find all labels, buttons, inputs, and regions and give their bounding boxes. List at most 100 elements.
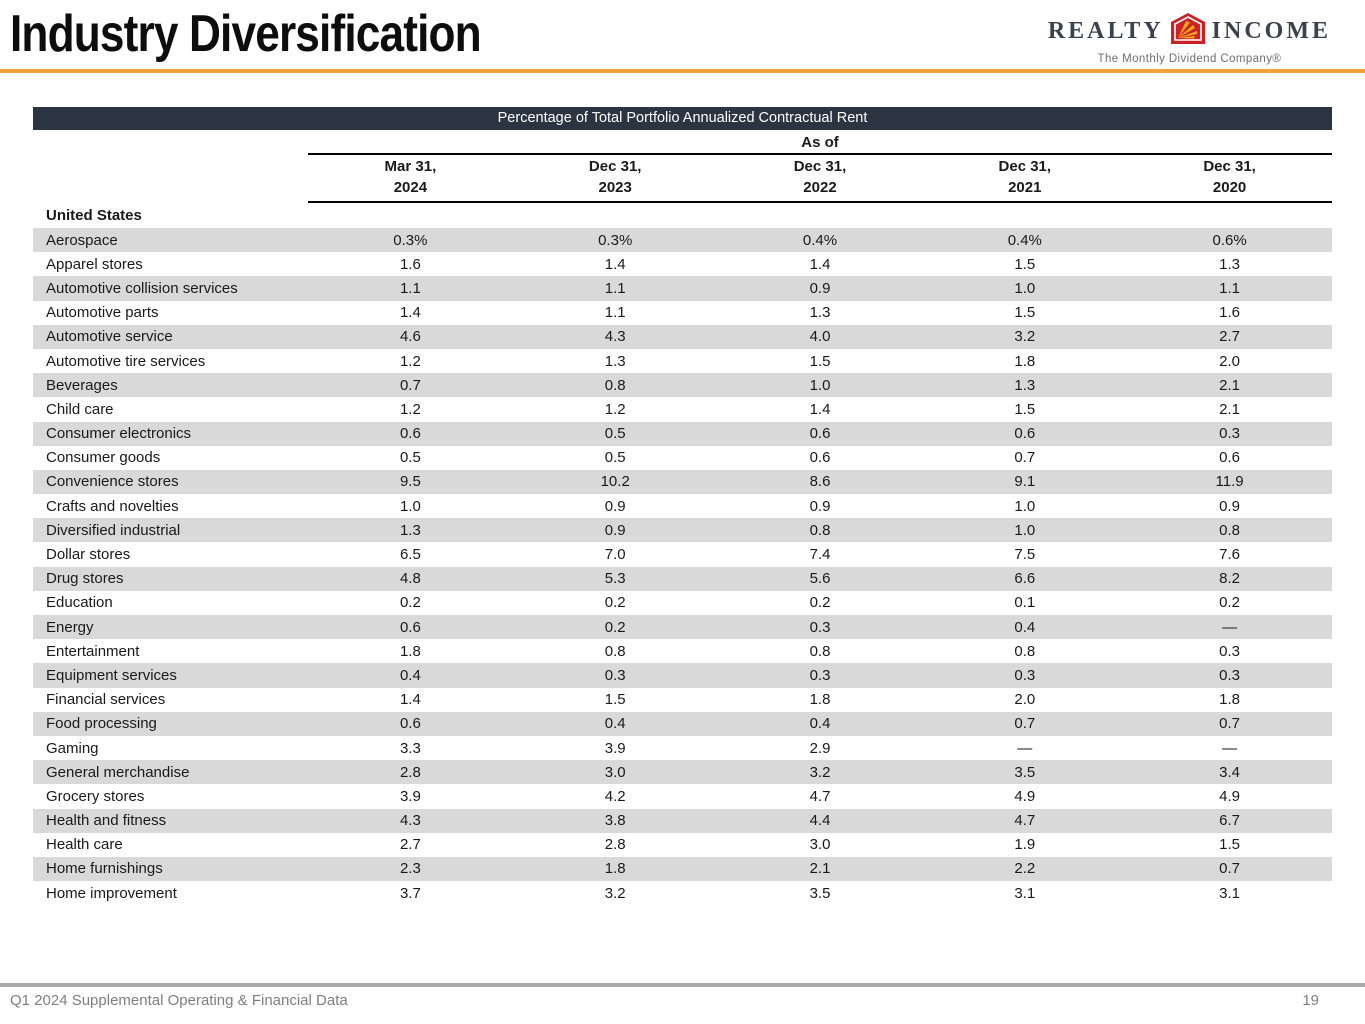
rent-percentage-value: 0.9 [1219,497,1241,515]
rent-percentage-value: 1.0 [1014,497,1036,515]
rent-percentage-value: 4.7 [1014,812,1036,830]
rent-percentage-value: 3.0 [604,763,626,781]
industry-label: Beverages [46,376,118,394]
rent-percentage-value: 0.3 [809,618,831,636]
rent-percentage-value: 1.4 [399,691,421,709]
rent-percentage-value: 4.3 [604,328,626,346]
footer-document-title: Q1 2024 Supplemental Operating & Financi… [10,992,348,1009]
rent-percentage-value: 0.5 [399,449,421,467]
industry-label: Automotive service [46,328,173,346]
rent-percentage-value: 6.6 [1014,570,1036,588]
column-header: Dec 31, 2023 [588,158,642,196]
rent-percentage-value: 2.2 [1014,860,1036,878]
rent-percentage-value: 10.2 [600,473,630,491]
rent-percentage-value: 0.9 [809,279,831,297]
rent-percentage-value: 7.4 [809,546,831,564]
table-row: Energy 0.6 0.2 0.3 0.4 — [33,615,1332,640]
rent-percentage-value: 3.2 [604,884,626,902]
industry-label: Consumer goods [46,449,161,467]
rent-percentage-value: 0.2 [604,618,626,636]
rent-percentage-value: 9.1 [1014,473,1036,491]
rent-percentage-value: 3.1 [1219,884,1241,902]
rent-percentage-value: 2.1 [1219,376,1241,394]
rent-percentage-value: 5.6 [809,570,831,588]
industry-label: Crafts and novelties [46,497,179,515]
rent-percentage-value: 1.5 [1014,400,1036,418]
rent-percentage-value: 2.1 [1219,400,1241,418]
rent-percentage-value: 4.6 [399,328,421,346]
rent-percentage-value: 1.3 [1219,255,1241,273]
rent-percentage-value: 0.2 [399,594,421,612]
rent-percentage-value: — [1222,618,1238,636]
rent-percentage-value: 1.5 [1219,836,1241,854]
rent-percentage-value: 1.6 [399,255,421,273]
rent-percentage-value: 2.9 [809,739,831,757]
industry-label: Food processing [46,715,157,733]
rent-percentage-value: 5.3 [604,570,626,588]
rent-percentage-value: 1.5 [809,352,831,370]
rent-percentage-value: 0.6 [809,425,831,443]
rent-percentage-value: 3.5 [809,884,831,902]
rent-percentage-value: 1.0 [1014,521,1036,539]
table-row: Automotive collision services 1.1 1.1 0.9 1.… [33,276,1332,301]
table-row: Consumer electronics 0.6 0.5 0.6 0.6 0.3 [33,421,1332,446]
rent-percentage-value: 0.6 [1014,425,1036,443]
rent-percentage-value: 3.0 [809,836,831,854]
rent-percentage-value: 2.8 [399,763,421,781]
rent-percentage-value: 0.4 [604,715,626,733]
rent-percentage-value: 0.8 [604,376,626,394]
table-row: Automotive service 4.6 4.3 4.0 3.2 2.7 [33,324,1332,349]
table-row: Food processing 0.6 0.4 0.4 0.7 0.7 [33,711,1332,736]
industry-label: Education [46,594,113,612]
rent-percentage-value: 3.1 [1014,884,1036,902]
table-row: Home improvement 3.7 3.2 3.5 3.1 3.1 [33,881,1332,905]
table-row: Financial services 1.4 1.5 1.8 2.0 1.8 [33,688,1332,712]
rent-percentage-value: 0.1 [1014,594,1036,612]
rent-percentage-value: 0.4 [399,666,421,684]
rent-percentage-value: 7.0 [604,546,626,564]
industry-label: Gaming [46,739,99,757]
rent-percentage-value: 1.8 [1219,691,1241,709]
rent-percentage-value: 1.4 [809,255,831,273]
table-row: General merchandise 2.8 3.0 3.2 3.5 3.4 [33,760,1332,785]
rent-percentage-value: 4.9 [1014,787,1036,805]
rent-percentage-value: 1.9 [1014,836,1036,854]
rent-percentage-value: 4.7 [809,787,831,805]
rent-percentage-value: 1.4 [399,304,421,322]
table-row: Health and fitness 4.3 3.8 4.4 4.7 6.7 [33,808,1332,833]
industry-label: Aerospace [46,231,118,249]
column-header: Dec 31, 2022 [793,158,847,196]
rent-percentage-value: 1.8 [604,860,626,878]
column-header: Dec 31, 2020 [1203,158,1256,196]
rent-percentage-value: 2.7 [399,836,421,854]
table-row: Diversified industrial 1.3 0.9 0.8 1.0 0.8 [33,518,1332,543]
column-header: Mar 31, 2024 [384,158,437,196]
rent-percentage-value: 2.0 [1219,352,1241,370]
table-rows: Aerospace 0.3% 0.3% 0.4% 0.4% 0.6% Apparel sto… [33,228,1332,905]
table-row: Consumer goods 0.5 0.5 0.6 0.7 0.6 [33,446,1332,470]
rent-percentage-value: 8.6 [809,473,831,491]
rent-percentage-value: 0.8 [604,642,626,660]
rent-percentage-value: 1.3 [604,352,626,370]
rent-percentage-value: 4.9 [1219,787,1241,805]
footer-rule [0,983,1365,987]
rent-percentage-value: 3.3 [399,739,421,757]
rent-percentage-value: 0.3 [1219,666,1241,684]
rent-percentage-value: 0.5 [604,449,626,467]
rent-percentage-value: 4.4 [809,812,831,830]
table-row: Gaming 3.3 3.9 2.9 — — [33,736,1332,760]
rent-percentage-value: 3.7 [399,884,421,902]
rent-percentage-value: 0.8 [809,521,831,539]
rent-percentage-value: 0.8 [1219,521,1241,539]
rent-percentage-value: 4.0 [809,328,831,346]
rent-percentage-value: 0.3 [1014,666,1036,684]
rent-percentage-value: 1.4 [604,255,626,273]
rent-percentage-value: 0.9 [809,497,831,515]
industry-label: Diversified industrial [46,521,181,539]
rent-percentage-value: 1.5 [1014,255,1036,273]
industry-label: Equipment services [46,666,177,684]
table-row: Drug stores 4.8 5.3 5.6 6.6 8.2 [33,566,1332,591]
rent-percentage-value: 7.6 [1219,546,1241,564]
industry-label: Automotive parts [46,304,159,322]
rent-percentage-value: — [1017,739,1033,757]
